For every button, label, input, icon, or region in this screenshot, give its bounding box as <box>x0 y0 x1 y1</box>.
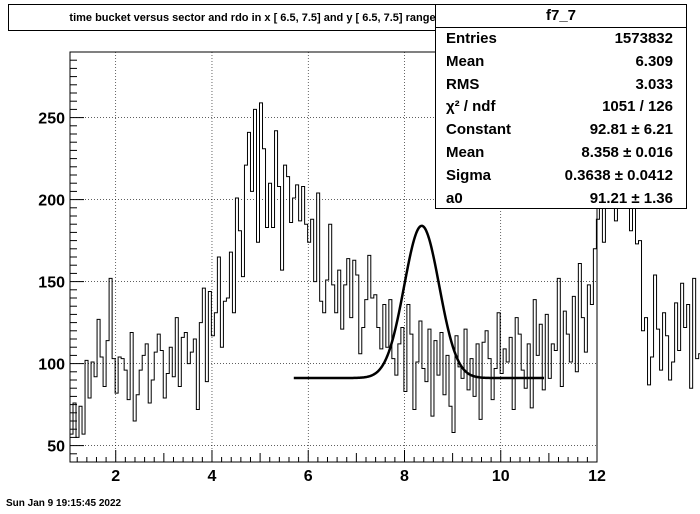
stat-key: Sigma <box>446 166 492 184</box>
stat-value: 0.3638 ± 0.0412 <box>564 166 673 184</box>
x-tick-label: 6 <box>304 468 313 485</box>
stat-row-mean: Mean 6.309 <box>436 51 686 74</box>
y-tick-label: 150 <box>38 275 65 292</box>
histogram-bins <box>70 71 700 438</box>
x-tick-label: 4 <box>208 468 217 485</box>
stat-row-constant: Constant 92.81 ± 6.21 <box>436 119 686 142</box>
x-tick-label: 2 <box>111 468 120 485</box>
stat-row-entries: Entries 1573832 <box>436 28 686 51</box>
y-tick-label: 50 <box>47 439 65 456</box>
stat-value: 92.81 ± 6.21 <box>589 121 673 139</box>
x-tick-label: 12 <box>588 468 606 485</box>
plot-title: time bucket versus sector and rdo in x [… <box>8 4 497 31</box>
stats-histogram-name: f7_7 <box>436 5 686 28</box>
y-tick-label: 250 <box>38 111 65 128</box>
stat-value: 91.21 ± 1.36 <box>589 189 673 207</box>
stat-key: RMS <box>446 75 480 93</box>
timestamp: Sun Jan 9 19:15:45 2022 <box>6 498 122 509</box>
grid-lines <box>70 52 597 462</box>
stat-key: a0 <box>446 189 463 207</box>
stat-value: 6.309 <box>635 52 673 70</box>
stat-row-fit-mean: Mean 8.358 ± 0.016 <box>436 142 686 165</box>
stat-value: 1573832 <box>614 30 673 47</box>
stat-row-rms: RMS 3.033 <box>436 74 686 97</box>
y-tick-label: 100 <box>38 357 65 374</box>
stat-row-sigma: Sigma 0.3638 ± 0.0412 <box>436 165 686 188</box>
histogram-outline <box>70 71 700 438</box>
stat-key: Mean <box>446 143 485 161</box>
stat-key: Entries <box>446 30 497 47</box>
stat-value: 3.033 <box>635 75 673 93</box>
stat-key: χ² / ndf <box>446 98 496 116</box>
stats-box: f7_7 Entries 1573832 Mean 6.309 RMS 3.03… <box>435 4 687 209</box>
axes: 2 4 6 8 10 12 50 100 150 200 250 <box>38 51 606 485</box>
stat-value: 8.358 ± 0.016 <box>581 143 673 161</box>
stat-key: Mean <box>446 52 485 70</box>
x-tick-label: 8 <box>400 468 409 485</box>
stat-key: Constant <box>446 121 511 139</box>
fit-line <box>293 224 545 380</box>
fit-curve <box>293 224 545 380</box>
x-tick-label: 10 <box>492 468 510 485</box>
stat-value: 1051 / 126 <box>602 98 673 116</box>
y-tick-label: 200 <box>38 193 65 210</box>
stat-row-chi2: χ² / ndf 1051 / 126 <box>436 96 686 119</box>
stat-row-a0: a0 91.21 ± 1.36 <box>436 188 686 211</box>
